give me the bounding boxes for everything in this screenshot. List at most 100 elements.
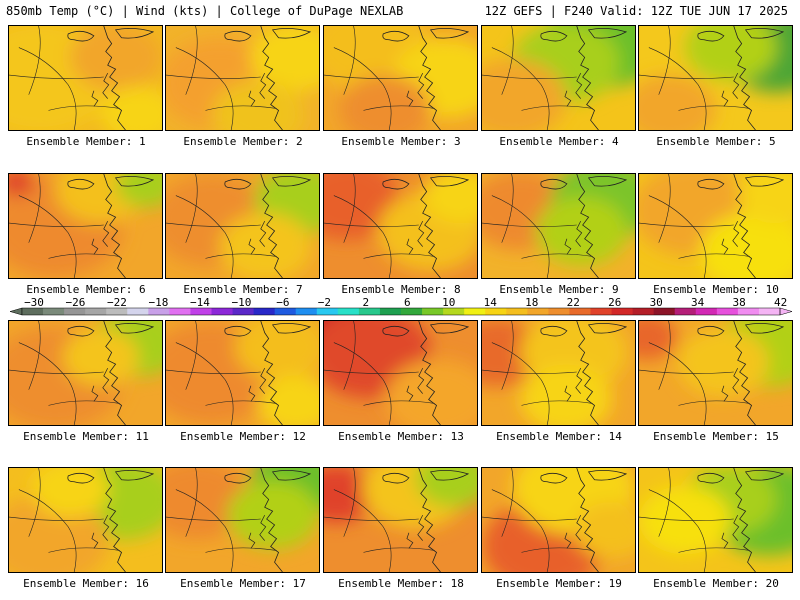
colorbar-swatch <box>716 308 739 315</box>
ensemble-member-map <box>8 25 163 131</box>
coastline <box>576 321 599 425</box>
temperature-region <box>535 196 628 266</box>
contour-line <box>324 468 435 572</box>
ensemble-member-map <box>481 25 636 131</box>
bay-outline <box>564 367 583 402</box>
bay-outline <box>721 220 740 255</box>
temperature-region <box>684 26 777 82</box>
colorbar-swatch <box>737 308 760 315</box>
colorbar-swatch <box>22 308 44 315</box>
bay-outline <box>406 72 425 107</box>
colorbar-outline <box>21 307 781 316</box>
temperature-region <box>211 80 304 130</box>
great-lakes-outline <box>382 322 470 337</box>
ensemble-member-map <box>481 320 636 426</box>
ensemble-member-map <box>8 320 163 426</box>
colorbar-tick-label: −18 <box>149 296 169 309</box>
ensemble-member-label: Ensemble Member: 15 <box>653 430 779 443</box>
contour-line <box>639 468 750 572</box>
coastline <box>260 468 283 572</box>
coastline <box>260 174 283 278</box>
ensemble-member-label: Ensemble Member: 18 <box>338 577 464 590</box>
temperature-region <box>415 468 477 507</box>
colorbar-tick-label: −10 <box>231 296 251 309</box>
ensemble-member-map <box>323 25 478 131</box>
contour-line <box>482 174 593 278</box>
colorbar-tick-label: 2 <box>363 296 370 309</box>
temperature-colorbar: −30 −26 −22 −18 −14 −10 −6 −2 2 6 10 14 18 22 26 30 34 38… <box>9 296 793 316</box>
ensemble-member-map <box>638 173 793 279</box>
colorbar-swatch <box>506 308 528 315</box>
coastline <box>103 321 126 425</box>
colorbar-swatch <box>653 308 676 315</box>
ensemble-member-label: Ensemble Member: 6 <box>26 283 146 296</box>
ensemble-member-map <box>638 25 793 131</box>
contour-line <box>639 321 750 425</box>
coastline <box>418 174 441 278</box>
contour-line <box>324 26 435 130</box>
coastline <box>418 468 441 572</box>
colorbar-tick-label: 14 <box>484 296 498 309</box>
contour-line <box>324 321 435 425</box>
colorbar-swatch <box>106 308 128 315</box>
bay-outline <box>248 72 267 107</box>
ensemble-member-map <box>638 467 793 573</box>
ensemble-member-label: Ensemble Member: 14 <box>496 430 622 443</box>
ensemble-member-label: Ensemble Member: 5 <box>656 135 776 148</box>
coastline <box>733 468 756 572</box>
temperature-region <box>31 468 109 518</box>
ensemble-member-map <box>165 173 320 279</box>
ensemble-member-map <box>165 25 320 131</box>
temperature-region <box>700 211 792 278</box>
colorbar-swatch <box>632 308 655 315</box>
contour-line <box>324 174 435 278</box>
coastline <box>733 321 756 425</box>
great-lakes-outline <box>224 175 312 190</box>
colorbar-swatch <box>190 308 212 315</box>
colorbar-tick-label: 22 <box>567 296 580 309</box>
colorbar-swatch <box>358 308 381 315</box>
great-lakes-outline <box>67 27 155 42</box>
colorbar-swatch <box>295 308 318 315</box>
bay-outline <box>248 514 267 549</box>
temperature-region <box>639 74 716 130</box>
temperature-region <box>339 74 432 130</box>
bay-outline <box>564 220 583 255</box>
temperature-region <box>62 328 140 386</box>
contour-line <box>482 26 593 130</box>
bay-outline <box>91 72 110 107</box>
contour-line <box>482 321 593 425</box>
ensemble-member-map <box>323 320 478 426</box>
temperature-region <box>677 328 770 397</box>
temperature-region <box>639 321 678 360</box>
bay-outline <box>91 514 110 549</box>
colorbar-swatch <box>443 308 465 315</box>
bay-outline <box>564 72 583 107</box>
great-lakes-outline <box>540 27 628 42</box>
valid-time: 12Z GEFS | F240 Valid: 12Z TUE JUN 17 20… <box>484 4 788 18</box>
temperature-region <box>257 375 319 425</box>
ensemble-member-map <box>638 320 793 426</box>
coastline <box>576 468 599 572</box>
contour-line <box>166 468 277 572</box>
bay-outline <box>564 514 583 549</box>
ensemble-member-map <box>323 467 478 573</box>
bay-outline <box>721 72 740 107</box>
ensemble-member-label: Ensemble Member: 9 <box>499 283 619 296</box>
colorbar-swatch <box>527 308 549 315</box>
great-lakes-outline <box>67 469 155 484</box>
great-lakes-outline <box>697 175 785 190</box>
contour-line <box>482 468 593 572</box>
colorbar-swatch <box>548 308 570 315</box>
great-lakes-outline <box>382 175 470 190</box>
coastline <box>103 174 126 278</box>
colorbar-tick-label: −2 <box>318 296 331 309</box>
bay-outline <box>248 220 267 255</box>
colorbar-tick-label: −22 <box>107 296 127 309</box>
ensemble-member-map <box>165 467 320 573</box>
colorbar-tick-label: 34 <box>691 296 705 309</box>
contour-line <box>166 174 277 278</box>
temperature-region <box>639 485 731 555</box>
bay-outline <box>248 367 267 402</box>
ensemble-member-label: Ensemble Member: 20 <box>653 577 779 590</box>
